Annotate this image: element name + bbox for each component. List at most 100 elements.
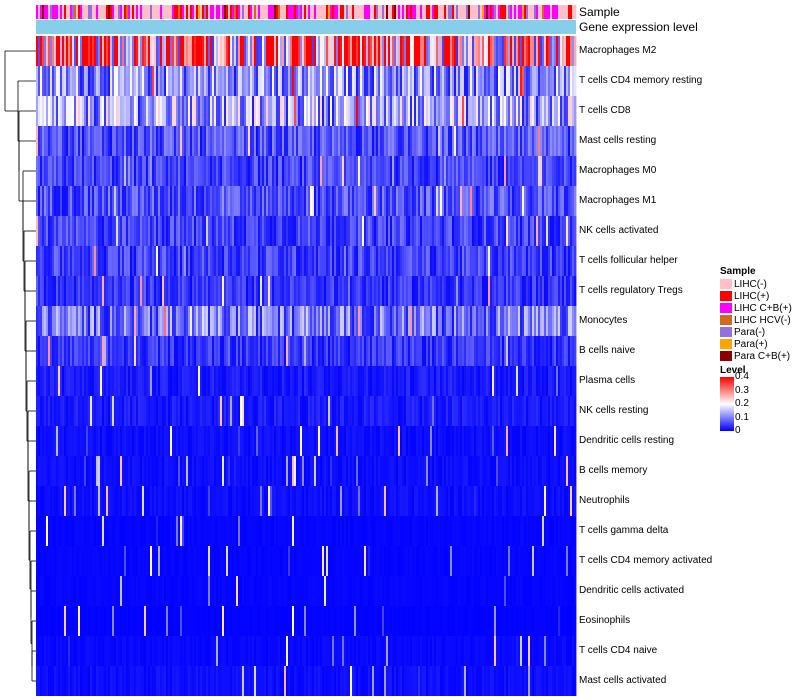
heatmap-cell — [86, 36, 89, 66]
heatmap-cell — [452, 366, 455, 396]
heatmap-cell — [246, 96, 249, 126]
sample-annotation-cell — [524, 5, 527, 19]
heatmap-cell — [74, 66, 77, 96]
heatmap-cell — [462, 306, 465, 336]
heatmap-cell — [132, 456, 135, 486]
heatmap-cell — [208, 186, 211, 216]
heatmap-cell — [186, 186, 189, 216]
heatmap-cell — [436, 516, 439, 546]
sample-annotation-cell — [238, 5, 241, 19]
heatmap-cell — [426, 396, 429, 426]
heatmap-cell — [388, 426, 391, 456]
heatmap-cell — [174, 396, 177, 426]
heatmap-cell — [546, 126, 549, 156]
heatmap-cell — [406, 156, 409, 186]
heatmap-cell — [520, 96, 523, 126]
heatmap-cell — [44, 306, 47, 336]
heatmap-cell — [338, 456, 341, 486]
heatmap-cell — [284, 96, 287, 126]
heatmap-cell — [58, 36, 61, 66]
heatmap-cell — [346, 366, 349, 396]
heatmap-cell — [556, 126, 559, 156]
heatmap-cell — [344, 246, 347, 276]
heatmap-cell — [566, 246, 569, 276]
heatmap-cell — [38, 156, 41, 186]
heatmap-cell — [372, 126, 375, 156]
heatmap-cell — [112, 336, 115, 366]
heatmap-cell — [346, 516, 349, 546]
heatmap-cell — [478, 336, 481, 366]
heatmap-row — [36, 66, 577, 96]
heatmap-cell — [390, 276, 393, 306]
heatmap-cell — [456, 456, 459, 486]
heatmap-cell — [448, 156, 451, 186]
heatmap-cell — [118, 336, 121, 366]
heatmap-cell — [466, 246, 469, 276]
heatmap-cell — [204, 276, 207, 306]
heatmap-cell — [88, 366, 91, 396]
heatmap-cell — [470, 366, 473, 396]
heatmap-cell — [214, 246, 217, 276]
heatmap-cell — [166, 96, 169, 126]
heatmap-cell — [330, 456, 333, 486]
heatmap-cell — [364, 216, 367, 246]
heatmap-cell — [234, 336, 237, 366]
heatmap-cell — [116, 156, 119, 186]
heatmap-cell — [314, 426, 317, 456]
heatmap-cell — [528, 186, 531, 216]
heatmap-cell — [504, 366, 507, 396]
heatmap-cell — [482, 276, 485, 306]
heatmap-cell — [74, 336, 77, 366]
heatmap-cell — [50, 156, 53, 186]
heatmap-cell — [252, 36, 255, 66]
heatmap-cell — [204, 246, 207, 276]
heatmap-cell — [444, 36, 447, 66]
heatmap-cell — [170, 96, 173, 126]
heatmap-cell — [262, 336, 265, 366]
sample-annotation-cell — [574, 5, 577, 19]
heatmap-cell — [456, 156, 459, 186]
heatmap-cell — [476, 96, 479, 126]
heatmap-cell — [208, 276, 211, 306]
sample-annotation-cell — [316, 5, 319, 19]
heatmap-cell — [564, 456, 567, 486]
heatmap-cell — [480, 516, 483, 546]
heatmap-cell — [374, 306, 377, 336]
heatmap-cell — [192, 126, 195, 156]
heatmap-cell — [140, 276, 143, 306]
heatmap-cell — [334, 456, 337, 486]
heatmap-cell — [88, 306, 91, 336]
heatmap-cell — [466, 426, 469, 456]
heatmap-cell — [342, 156, 345, 186]
heatmap-cell — [196, 336, 199, 366]
heatmap-cell — [256, 186, 259, 216]
heatmap-cell — [126, 336, 129, 366]
heatmap-cell — [256, 426, 259, 456]
heatmap-cell — [64, 306, 67, 336]
heatmap-cell — [458, 396, 461, 426]
heatmap-cell — [398, 96, 401, 126]
heatmap-cell — [338, 36, 341, 66]
heatmap-cell — [438, 186, 441, 216]
heatmap-cell — [106, 546, 109, 576]
heatmap-cell — [440, 276, 443, 306]
heatmap-cell — [464, 96, 467, 126]
heatmap-cell — [526, 396, 529, 426]
heatmap-cell — [36, 96, 39, 126]
heatmap-cell — [158, 156, 161, 186]
heatmap-cell — [90, 546, 93, 576]
heatmap-cell — [306, 426, 309, 456]
heatmap-cell — [302, 156, 305, 186]
heatmap-cell — [128, 336, 131, 366]
heatmap-cell — [356, 456, 359, 486]
heatmap-cell — [58, 486, 61, 516]
heatmap-cell — [108, 246, 111, 276]
heatmap-cell — [250, 456, 253, 486]
heatmap-cell — [532, 66, 535, 96]
heatmap-cell — [292, 486, 295, 516]
heatmap-cell — [78, 276, 81, 306]
heatmap-cell — [74, 246, 77, 276]
heatmap-cell — [478, 96, 481, 126]
heatmap-cell — [296, 66, 299, 96]
heatmap-cell — [222, 486, 225, 516]
